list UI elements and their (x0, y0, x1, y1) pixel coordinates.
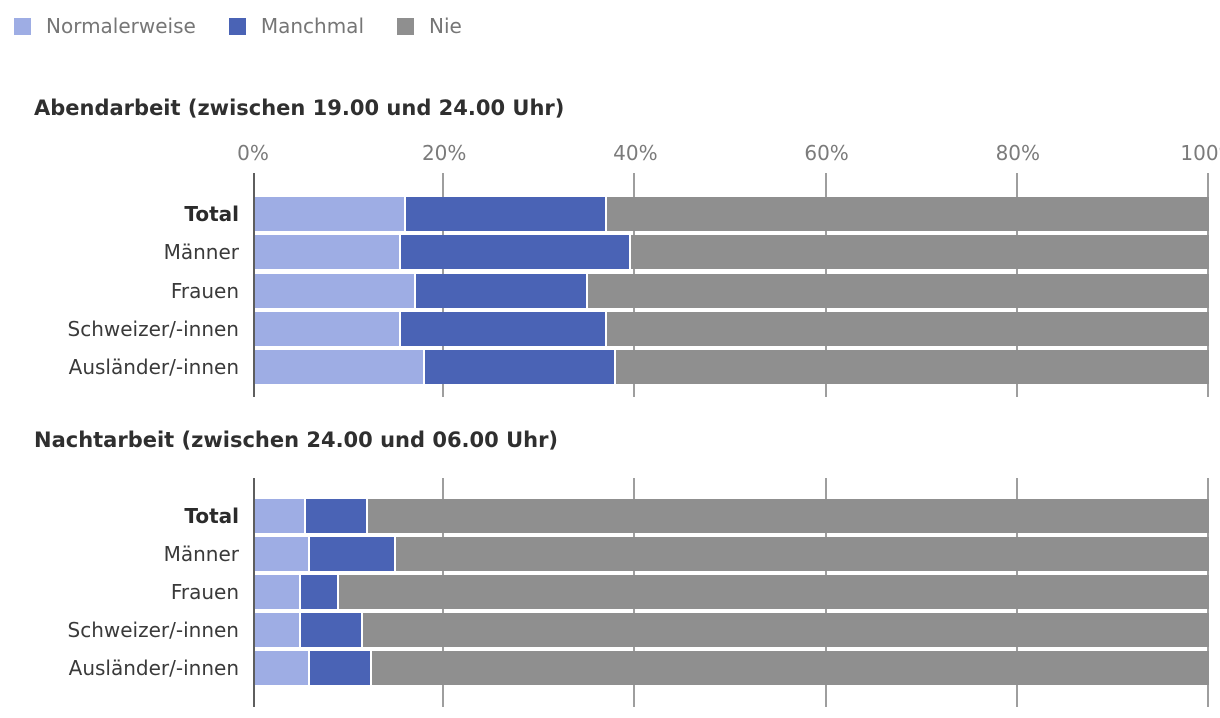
legend: Normalerweise Manchmal Nie (14, 14, 462, 38)
nachtarbeit-plot-area (253, 478, 1209, 707)
bar-segment-nie (606, 311, 1209, 346)
x-axis-tick-label: 40% (613, 141, 658, 165)
y-axis-line (253, 478, 255, 707)
bar-row-schweizer-innen (253, 311, 1209, 346)
bar-segment-manchmal (425, 350, 617, 384)
bar-segment-manchmal (310, 537, 397, 571)
bar-segment-nie (606, 197, 1209, 231)
category-label-m-nner: Männer (163, 542, 239, 566)
bar-segment-normalerweise (253, 235, 402, 270)
bar-segment-normalerweise (253, 311, 402, 346)
bar-segment-normalerweise (253, 273, 416, 308)
legend-swatch-icon (228, 17, 246, 35)
bar-segment-nie (630, 235, 1209, 270)
bar-segment-nie (367, 499, 1209, 533)
category-label-frauen: Frauen (170, 580, 239, 604)
category-label-schweizer-innen: Schweizer/-innen (67, 618, 239, 642)
bar-row-m-nner (253, 537, 1209, 571)
bar-segment-nie (372, 651, 1209, 685)
bar-segment-manchmal (401, 311, 607, 346)
legend-item-normalerweise: Normalerweise (14, 14, 196, 38)
category-label-schweizer-innen: Schweizer/-innen (67, 316, 239, 341)
bar-segment-manchmal (300, 575, 340, 609)
bar-segment-normalerweise (253, 537, 311, 571)
bar-segment-nie (362, 613, 1209, 647)
bar-segment-nie (396, 537, 1209, 571)
bar-segment-nie (616, 350, 1209, 384)
legend-label: Nie (429, 14, 462, 38)
bar-segment-normalerweise (253, 197, 406, 231)
legend-item-nie: Nie (397, 14, 462, 38)
category-label-total: Total (184, 504, 239, 528)
bar-segment-normalerweise (253, 651, 311, 685)
x-axis-tick-label: 100% (1180, 141, 1220, 165)
bar-segment-normalerweise (253, 613, 301, 647)
category-label-total: Total (184, 202, 239, 226)
bar-segment-manchmal (300, 613, 363, 647)
legend-item-manchmal: Manchmal (228, 14, 364, 38)
bar-segment-nie (587, 273, 1209, 308)
bar-segment-manchmal (401, 235, 631, 270)
x-axis-tick-label: 0% (237, 141, 269, 165)
category-label-m-nner: Männer (163, 240, 239, 265)
bar-row-total (253, 197, 1209, 231)
bar-row-frauen (253, 575, 1209, 609)
bar-segment-manchmal (415, 273, 588, 308)
bar-segment-normalerweise (253, 575, 301, 609)
bar-row-schweizer-innen (253, 613, 1209, 647)
x-axis-tick-label: 60% (804, 141, 849, 165)
bar-segment-manchmal (405, 197, 607, 231)
bar-row-ausl-nder-innen (253, 350, 1209, 384)
bar-segment-manchmal (305, 499, 368, 533)
bar-row-m-nner (253, 235, 1209, 270)
legend-swatch-icon (14, 17, 31, 35)
legend-label: Normalerweise (46, 14, 196, 38)
bar-segment-normalerweise (253, 499, 306, 533)
bar-segment-manchmal (310, 651, 373, 685)
chart-title-nachtarbeit: Nachtarbeit (zwischen 24.00 und 06.00 Uh… (34, 428, 559, 452)
bar-segment-normalerweise (253, 350, 426, 384)
bar-row-total (253, 499, 1209, 533)
x-axis-tick-label: 80% (995, 141, 1041, 165)
bar-row-ausl-nder-innen (253, 651, 1209, 685)
x-axis-tick-label: 20% (421, 141, 467, 165)
category-label-ausl-nder-innen: Ausländer/-innen (68, 656, 239, 680)
category-label-ausl-nder-innen: Ausländer/-innen (68, 355, 239, 379)
bar-row-frauen (253, 273, 1209, 308)
y-axis-line (253, 173, 255, 397)
legend-label: Manchmal (260, 14, 364, 38)
chart-title-abendarbeit: Abendarbeit (zwischen 19.00 und 24.00 Uh… (34, 96, 565, 120)
legend-swatch-icon (397, 17, 414, 35)
abendarbeit-plot-area (253, 173, 1209, 397)
bar-segment-nie (339, 575, 1209, 609)
category-label-frauen: Frauen (170, 278, 239, 303)
